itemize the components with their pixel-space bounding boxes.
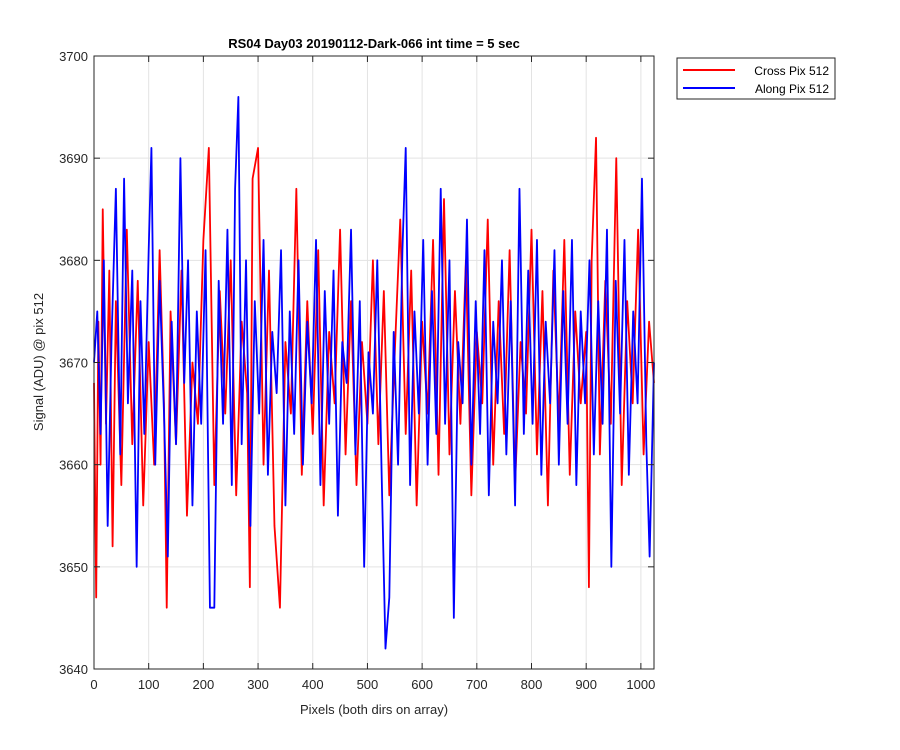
y-tick-label: 3690 bbox=[59, 151, 88, 166]
y-axis-label: Signal (ADU) @ pix 512 bbox=[31, 293, 46, 431]
x-tick-label: 800 bbox=[521, 677, 543, 692]
legend-box bbox=[676, 57, 836, 100]
x-tick-label: 600 bbox=[411, 677, 433, 692]
chart-title: RS04 Day03 20190112-Dark-066 int time = … bbox=[228, 36, 520, 51]
y-tick-label: 3640 bbox=[59, 662, 88, 677]
plot-area: 0 100 200 300 400 500 600 700 800 900 1000 3640 3650… bbox=[59, 49, 655, 692]
y-tick-label: 3650 bbox=[59, 560, 88, 575]
x-tick-label: 400 bbox=[302, 677, 324, 692]
x-tick-label: 0 bbox=[90, 677, 97, 692]
x-tick-label: 500 bbox=[357, 677, 379, 692]
x-tick-label: 100 bbox=[138, 677, 160, 692]
x-tick-label: 700 bbox=[466, 677, 488, 692]
x-tick-label: 1000 bbox=[626, 677, 655, 692]
x-tick-label: 200 bbox=[193, 677, 215, 692]
legend-label: Cross Pix 512 bbox=[754, 64, 829, 78]
series-line-along-pix-512 bbox=[93, 95, 655, 650]
x-tick-label: 300 bbox=[247, 677, 269, 692]
y-tick-label: 3670 bbox=[59, 356, 88, 371]
y-tick-label: 3700 bbox=[59, 49, 88, 64]
legend: Cross Pix 512 Along Pix 512 bbox=[676, 57, 836, 100]
x-axis-label: Pixels (both dirs on array) bbox=[300, 702, 448, 717]
y-tick-label: 3680 bbox=[59, 253, 88, 268]
legend-label: Along Pix 512 bbox=[755, 82, 829, 96]
x-tick-label: 900 bbox=[575, 677, 597, 692]
y-tick-label: 3660 bbox=[59, 458, 88, 473]
